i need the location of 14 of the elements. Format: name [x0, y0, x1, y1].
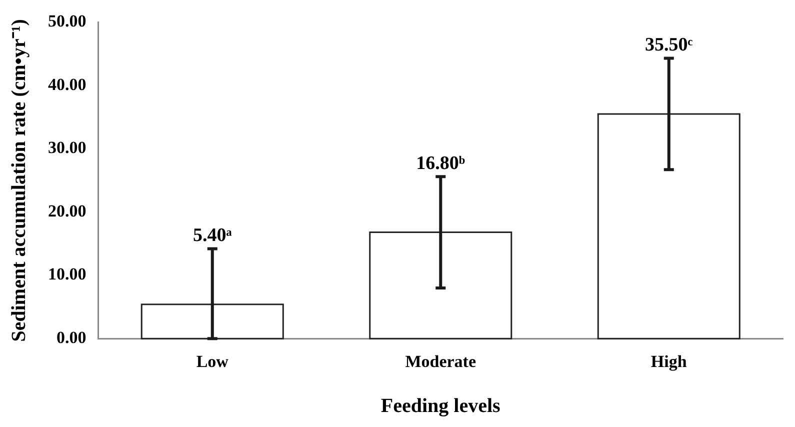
y-axis-title: Sediment accumulation rate (cm•yr⁻¹)	[8, 19, 30, 342]
y-tick-label: 30.00	[48, 138, 86, 158]
y-tick-label: 0.00	[56, 328, 86, 347]
y-tick-label: 40.00	[48, 74, 86, 94]
data-label: 16.80ᵇ	[416, 153, 466, 174]
y-tick-label: 20.00	[48, 201, 86, 220]
data-label: 5.40ᵃ	[192, 225, 232, 246]
x-tick-label: Moderate	[405, 352, 476, 372]
y-tick-label: 50.00	[48, 12, 86, 31]
x-tick-label: High	[650, 352, 688, 372]
y-tick-label: 10.00	[48, 264, 86, 284]
data-label: 35.50ᶜ	[645, 34, 693, 56]
x-tick-label: Low	[196, 352, 230, 372]
x-axis-title: Feeding levels	[380, 395, 501, 418]
